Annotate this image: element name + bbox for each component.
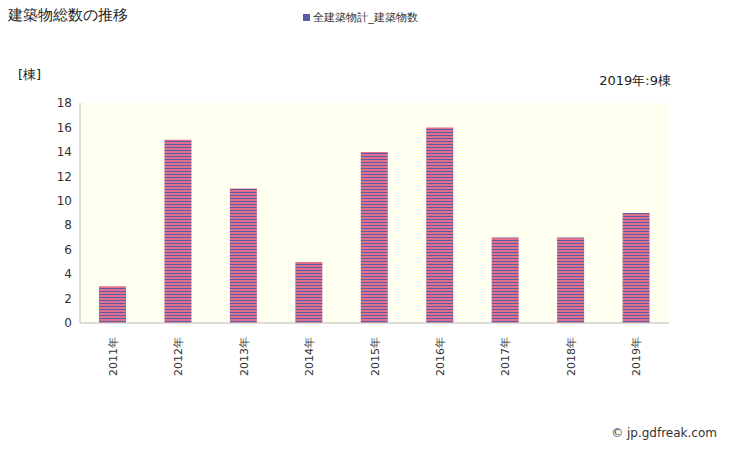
html-text:全建築物計_建築物数: 全建築物計_建築物数: [313, 11, 418, 24]
svg-text:2014年: 2014年: [303, 337, 316, 376]
html-text:2019年:9棟: 2019年:9棟: [599, 73, 671, 88]
svg-text:4: 4: [64, 267, 72, 281]
svg-text:8: 8: [64, 218, 72, 232]
svg-text:6: 6: [64, 243, 72, 257]
svg-text:2018年: 2018年: [565, 337, 578, 376]
svg-text:12: 12: [57, 170, 72, 184]
svg-text:2015年: 2015年: [369, 337, 382, 376]
svg-text:0: 0: [64, 316, 72, 330]
svg-text:2013年: 2013年: [238, 337, 251, 376]
svg-text:14: 14: [57, 145, 72, 159]
svg-text:10: 10: [57, 194, 72, 208]
html-text:© jp.gdfreak.com: © jp.gdfreak.com: [611, 426, 717, 440]
svg-text:2017年: 2017年: [499, 337, 512, 376]
svg-text:2012年: 2012年: [172, 337, 185, 376]
svg-text:2011年: 2011年: [107, 337, 120, 376]
svg-text:18: 18: [57, 96, 72, 110]
svg-text:2019年: 2019年: [630, 337, 643, 376]
svg-text:2: 2: [64, 292, 72, 306]
html-text:[棟]: [棟]: [18, 67, 42, 82]
svg-text:2016年: 2016年: [434, 337, 447, 376]
svg-text:16: 16: [57, 121, 72, 135]
html-text:建築物総数の推移: 建築物総数の推移: [8, 6, 128, 24]
